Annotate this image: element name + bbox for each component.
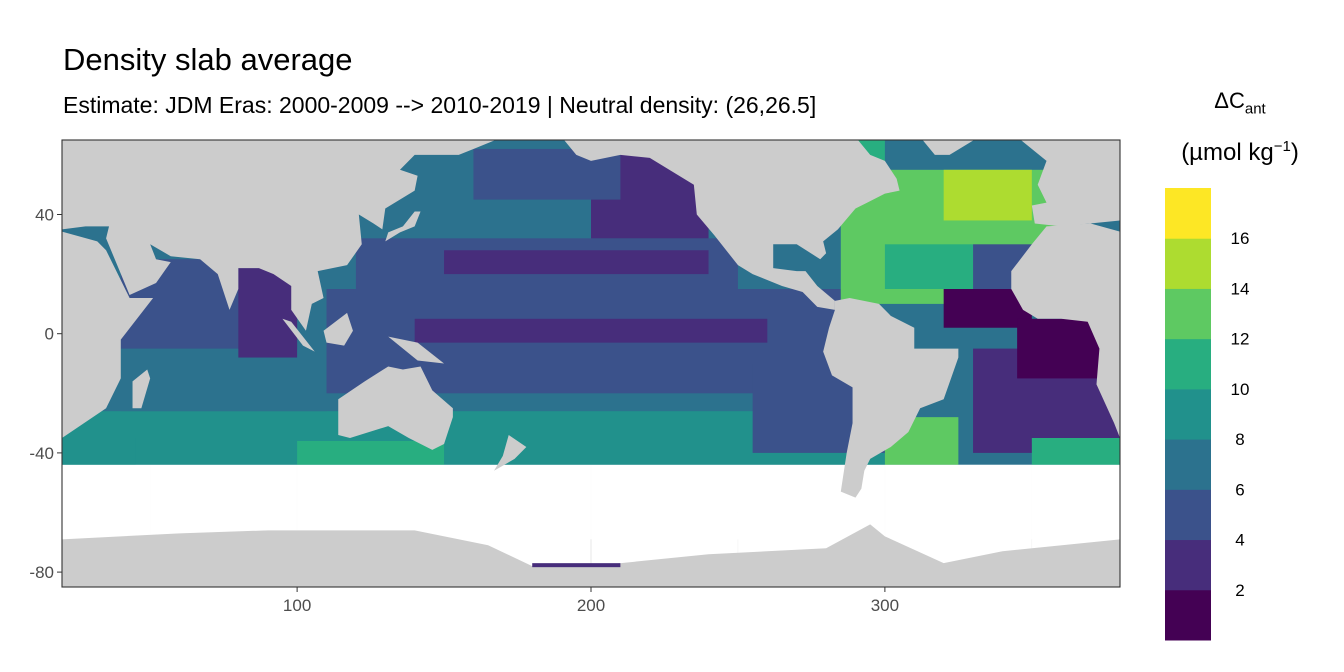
legend-unit-text: (µmol kg [1181, 139, 1274, 166]
legend-break-label: 2 [1235, 581, 1244, 600]
africa-land [62, 231, 154, 438]
legend-break-label: 16 [1231, 229, 1250, 248]
y-tick-label: 0 [45, 325, 54, 344]
ocean-value-cell [884, 244, 974, 289]
ocean-value-cell [1031, 438, 1120, 465]
y-tick-label: 40 [35, 206, 54, 225]
ross-sea-cell [532, 563, 621, 568]
legend-break-label: 10 [1231, 380, 1250, 399]
legend-subscript: ant [1244, 100, 1266, 118]
legend-symbol: ΔC [1214, 88, 1245, 113]
plot-title: Density slab average [63, 42, 353, 77]
south-america-land [823, 297, 959, 498]
legend-break-label: 14 [1231, 279, 1250, 298]
new-guinea-land [388, 336, 445, 364]
plot-subtitle: Estimate: JDM Eras: 2000-2009 --> 2010-2… [63, 92, 817, 118]
legend-color-bin [1165, 338, 1211, 390]
madagascar-land [132, 369, 151, 409]
ocean-value-cell [120, 348, 327, 412]
ocean-value-cell [62, 438, 136, 465]
y-tick-label: -80 [29, 563, 54, 582]
legend-title: ΔCant [1160, 88, 1320, 117]
legend-unit-close: ) [1290, 139, 1299, 166]
eurasia-land [62, 140, 496, 331]
japan-land [385, 211, 421, 242]
greenland-land [922, 140, 975, 155]
legend-break-label: 8 [1235, 430, 1244, 449]
legend-color-bin [1165, 188, 1211, 239]
legend-color-bin [1165, 539, 1211, 591]
x-tick-label: 200 [577, 596, 605, 615]
legend-color-bin [1165, 238, 1211, 289]
borneo-land [323, 312, 353, 346]
new-zealand-land [494, 435, 527, 471]
legend-color-bin [1165, 388, 1211, 440]
ocean-value-cell [62, 411, 885, 465]
no-data-region [62, 464, 1120, 540]
legend-unit-exponent: −1 [1273, 138, 1291, 155]
north-america-land [564, 140, 900, 310]
legend-color-bin [1165, 288, 1211, 340]
ocean-value-cell [943, 169, 1032, 221]
africa-land-wrapped [1011, 223, 1120, 438]
x-tick-label: 100 [283, 596, 311, 615]
legend-color-bin [1165, 589, 1211, 641]
legend-color-bin [1165, 439, 1211, 490]
x-tick-label: 300 [871, 596, 899, 615]
y-tick-label: -40 [29, 444, 54, 463]
ocean-value-cell [444, 250, 709, 275]
ocean-value-cell [414, 318, 768, 343]
legend-break-label: 6 [1235, 480, 1244, 499]
australia-land [338, 366, 453, 450]
europe-land [1020, 140, 1120, 227]
legend-unit: (µmol kg−1) [1160, 138, 1320, 167]
ocean-value-cell [297, 440, 445, 465]
legend-break-label: 4 [1235, 531, 1244, 550]
legend-break-label: 12 [1231, 330, 1250, 349]
antarctica-land [62, 524, 1120, 587]
legend-color-bin [1165, 489, 1211, 541]
sumatra-land [282, 318, 315, 352]
map-panel [62, 140, 1120, 587]
ocean-value-cell [1017, 318, 1106, 379]
